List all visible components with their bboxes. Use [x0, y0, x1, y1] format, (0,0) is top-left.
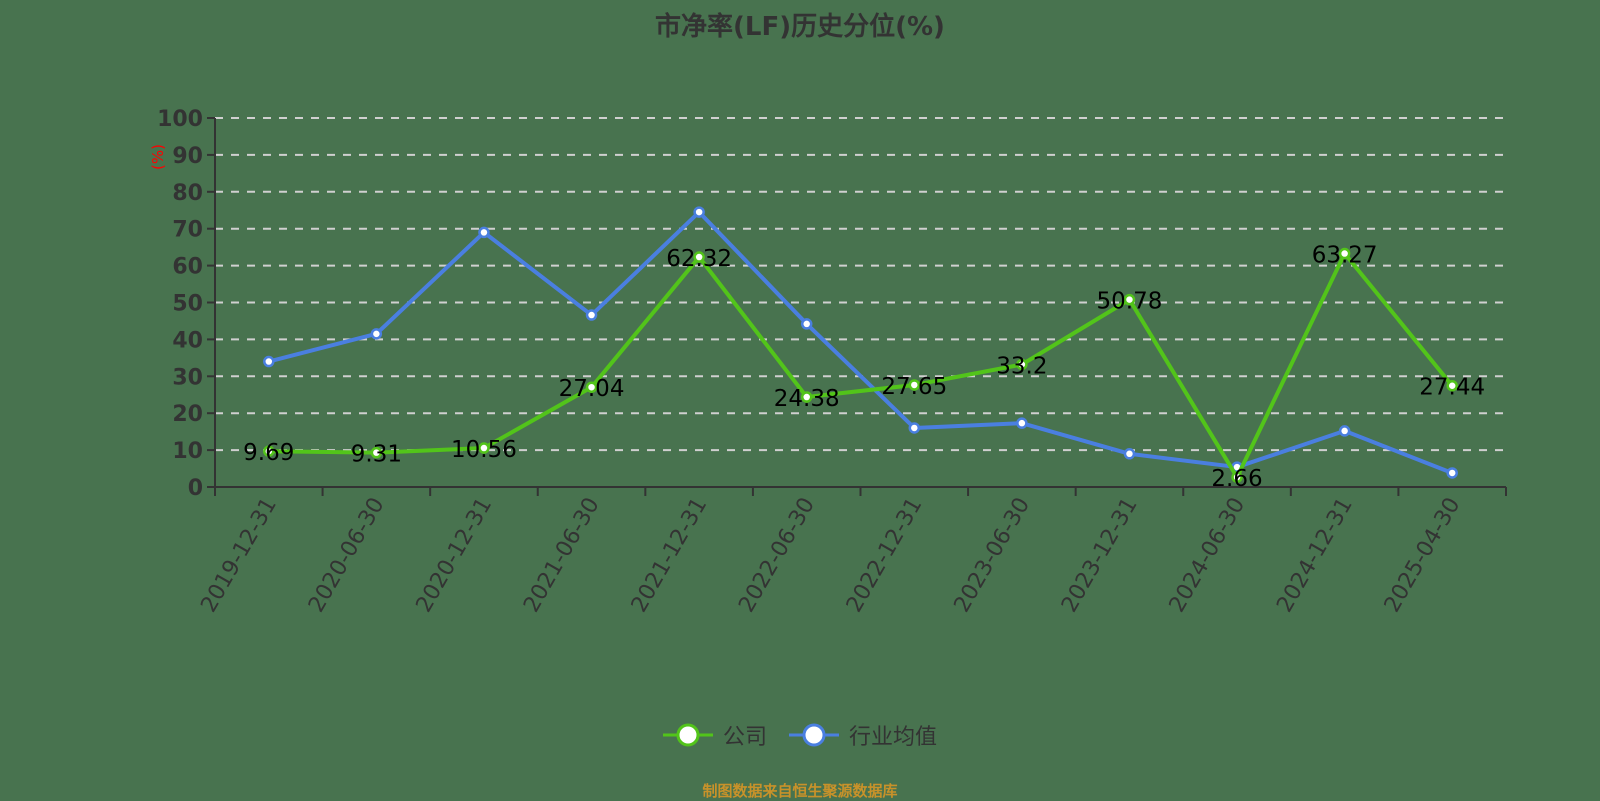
data-point[interactable] — [693, 251, 705, 263]
data-point[interactable] — [1016, 417, 1028, 429]
series-line — [268, 210, 1453, 475]
x-tick-label: 2024-12-31 — [1272, 494, 1358, 617]
x-tick-label: 2021-12-31 — [627, 494, 713, 617]
data-point[interactable] — [1446, 467, 1458, 479]
data-label: 9.31 — [351, 442, 402, 468]
data-point[interactable] — [263, 355, 275, 368]
data-point[interactable] — [1231, 471, 1243, 483]
chart-title: 市净率(LF)历史分位(%) — [655, 12, 945, 42]
data-label: 24.38 — [774, 386, 840, 412]
series-line — [268, 251, 1454, 480]
gridlines — [215, 117, 1506, 452]
data-point[interactable] — [370, 328, 383, 340]
data-point[interactable] — [585, 309, 598, 321]
x-tick-label: 2019-12-31 — [196, 494, 282, 617]
data-label: 27.44 — [1419, 375, 1485, 401]
data-point[interactable] — [908, 422, 921, 434]
data-point[interactable] — [263, 445, 275, 457]
data-point[interactable] — [908, 379, 921, 391]
data-point[interactable] — [370, 446, 383, 459]
legend: 公司 行业均值 — [0, 719, 1600, 751]
series-lines — [263, 206, 1458, 483]
data-point[interactable] — [478, 442, 490, 454]
data-labels: 9.69 9.31 10.56 27.04 62.32 24.38 27.65 33.2 50.… — [243, 243, 1485, 493]
legend-marker-green-icon — [662, 723, 713, 747]
x-tick-label: 2022-06-30 — [734, 494, 820, 617]
y-tick-label: 10 — [172, 439, 203, 464]
data-label: 62.32 — [666, 246, 732, 272]
data-label: 63.27 — [1312, 243, 1378, 269]
y-tick-label: 100 — [157, 107, 203, 132]
x-tick-label: 2024-06-30 — [1165, 494, 1251, 617]
data-point[interactable] — [478, 226, 490, 239]
y-tick-label: 50 — [172, 292, 203, 317]
data-point[interactable] — [1446, 379, 1458, 392]
legend-item-company[interactable]: 公司 — [662, 719, 767, 751]
y-tick-label: 40 — [172, 328, 203, 353]
x-tick-label: 2023-12-31 — [1057, 494, 1143, 617]
y-axis-unit: (%) — [149, 144, 167, 170]
data-point[interactable] — [800, 318, 813, 330]
data-point[interactable] — [1123, 293, 1136, 306]
y-tick-label: 20 — [172, 402, 203, 427]
data-point[interactable] — [1123, 448, 1136, 460]
data-point[interactable] — [1338, 247, 1351, 260]
x-tick-label: 2025-04-30 — [1380, 494, 1466, 617]
data-label: 2.66 — [1211, 466, 1262, 492]
legend-label-company: 公司 — [722, 725, 767, 750]
data-point[interactable] — [693, 206, 705, 218]
data-label: 27.04 — [559, 376, 625, 402]
y-tick-label: 60 — [172, 255, 203, 280]
y-tick-label: 30 — [172, 365, 203, 390]
data-point[interactable] — [800, 391, 813, 403]
y-tick-label: 80 — [172, 181, 203, 206]
data-point[interactable] — [1338, 425, 1351, 437]
y-tick-label: 0 — [188, 476, 203, 501]
data-source-note: 制图数据来自恒生聚源数据库 — [702, 782, 898, 800]
y-tick-label: 90 — [172, 144, 203, 169]
x-tick-label: 2022-12-31 — [842, 494, 928, 617]
x-tick-label: 2023-06-30 — [949, 494, 1035, 617]
data-label: 10.56 — [451, 437, 517, 463]
data-point[interactable] — [1016, 358, 1028, 371]
legend-marker-blue-icon — [789, 723, 839, 747]
data-label: 33.2 — [996, 353, 1047, 379]
axes: 0 10 20 30 40 50 60 70 80 90 100 (%) 2019-12-31 2020-… — [149, 107, 1507, 617]
x-tick-label: 2020-06-30 — [304, 494, 390, 617]
y-tick-label: 70 — [172, 218, 203, 243]
legend-label-industry-avg: 行业均值 — [849, 725, 938, 750]
legend-item-industry-avg[interactable]: 行业均值 — [789, 719, 937, 751]
x-tick-label: 2021-06-30 — [519, 494, 605, 617]
data-label: 50.78 — [1097, 289, 1163, 315]
data-point[interactable] — [585, 381, 598, 393]
x-tick-label: 2020-12-31 — [412, 494, 498, 617]
data-label: 27.65 — [881, 374, 947, 400]
data-label: 9.69 — [243, 440, 294, 466]
